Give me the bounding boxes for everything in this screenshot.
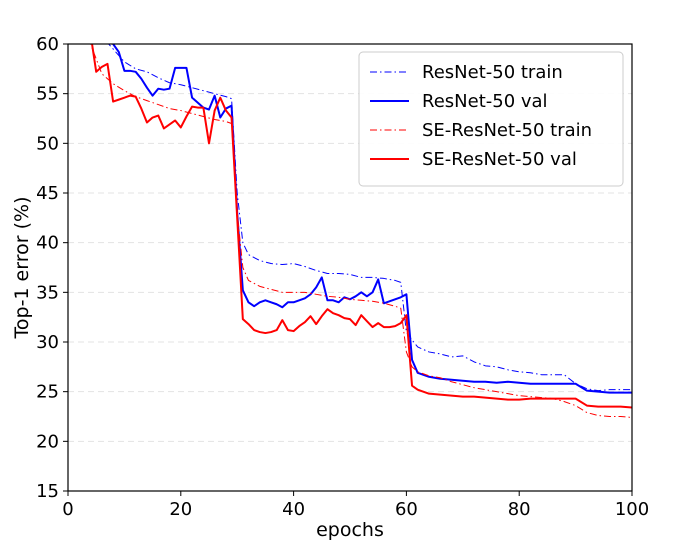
series-line-2 bbox=[111, 44, 632, 394]
plot-area-frame bbox=[67, 43, 633, 492]
legend-label: SE-ResNet-50 val bbox=[422, 149, 577, 170]
x-tick-label: 80 bbox=[508, 499, 531, 520]
y-axis-label: Top-1 error (%) bbox=[11, 197, 33, 340]
y-tick-label: 25 bbox=[36, 382, 59, 403]
x-axis-label: epochs bbox=[316, 519, 384, 541]
y-tick-label: 55 bbox=[36, 84, 59, 105]
y-tick-label: 30 bbox=[36, 332, 59, 353]
y-tick-label: 50 bbox=[36, 133, 59, 154]
x-tick-label: 100 bbox=[615, 499, 649, 520]
x-tick-label: 40 bbox=[282, 499, 305, 520]
x-axis: 0 20 40 60 80 100 bbox=[62, 491, 649, 520]
grid-lines bbox=[68, 93, 632, 442]
x-tick-label: 60 bbox=[395, 499, 418, 520]
legend-label: ResNet-50 train bbox=[422, 62, 563, 83]
x-tick-label: 0 bbox=[62, 499, 73, 520]
x-tick-label: 20 bbox=[169, 499, 192, 520]
y-tick-label: 15 bbox=[36, 481, 59, 502]
y-tick-label: 20 bbox=[36, 431, 59, 452]
series-layer bbox=[90, 44, 632, 418]
legend: ResNet-50 train ResNet-50 val SE-ResNet-50… bbox=[358, 51, 624, 187]
y-tick-label: 45 bbox=[36, 183, 59, 204]
y-tick-label: 35 bbox=[36, 282, 59, 303]
y-tick-label: 60 bbox=[36, 34, 59, 55]
y-axis: 15 20 25 30 35 40 45 50 55 60 bbox=[36, 34, 68, 502]
series-line-1 bbox=[107, 44, 632, 392]
y-tick-label: 40 bbox=[36, 233, 59, 254]
legend-label: SE-ResNet-50 train bbox=[422, 120, 592, 141]
series-line-4 bbox=[91, 44, 632, 409]
legend-box bbox=[358, 51, 624, 187]
legend-label: ResNet-50 val bbox=[422, 91, 548, 112]
